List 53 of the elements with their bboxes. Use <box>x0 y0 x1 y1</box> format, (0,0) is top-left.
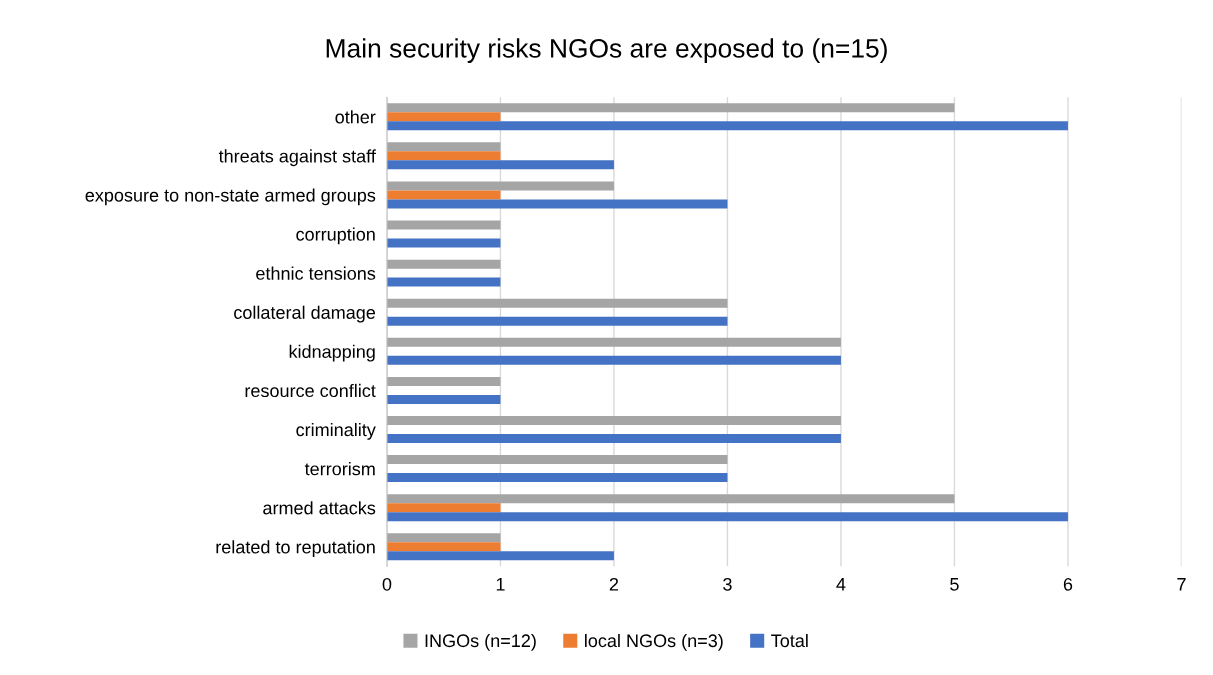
y-tick-label: resource conflict <box>245 383 376 398</box>
bar <box>386 503 501 513</box>
bar <box>386 355 841 365</box>
bar <box>386 316 728 326</box>
y-tick-label: corruption <box>296 227 375 245</box>
x-tick-label: 6 <box>1063 577 1073 591</box>
y-tick-label: kidnapping <box>289 344 375 362</box>
bar <box>386 455 728 465</box>
bar <box>386 277 501 287</box>
bar <box>386 394 501 404</box>
bar <box>386 473 728 483</box>
y-tick-label: other <box>335 110 376 124</box>
bar <box>386 337 841 347</box>
bar <box>386 542 501 552</box>
bar <box>386 151 501 161</box>
y-tick-label: related to reputation <box>216 540 375 558</box>
bar <box>386 181 614 191</box>
bar <box>386 494 955 504</box>
bar <box>386 376 501 386</box>
bar <box>386 512 1068 522</box>
y-tick-label: armed attacks <box>263 501 376 515</box>
y-tick-label: collateral damage <box>234 305 376 323</box>
bar <box>386 416 841 425</box>
x-tick-label: 7 <box>1177 578 1186 591</box>
bar <box>386 533 501 543</box>
bar <box>386 259 501 269</box>
x-tick-label: 4 <box>836 578 846 591</box>
bar <box>386 551 614 561</box>
bar <box>386 433 841 443</box>
y-tick-label: exposure to non-state armed groups <box>85 188 376 206</box>
bar <box>386 142 501 152</box>
bar <box>386 238 501 248</box>
legend-label: local NGOs (n=3) <box>585 633 723 651</box>
y-tick-label: threats against staff <box>218 149 376 167</box>
legend-label: INGOs (n=12) <box>425 633 536 651</box>
bar <box>386 160 614 170</box>
bar <box>386 112 501 122</box>
y-tick-label: terrorism <box>304 462 375 476</box>
bar <box>386 199 728 209</box>
chart-title: Main security risks NGOs are exposed to (n=15) <box>326 38 887 63</box>
x-tick-label: 1 <box>496 578 505 591</box>
legend-label: Total <box>771 633 808 648</box>
x-tick-label: 3 <box>723 577 732 591</box>
x-tick-label: 2 <box>609 577 619 591</box>
bar <box>386 103 955 113</box>
bar <box>386 190 501 200</box>
bar <box>386 298 728 308</box>
bar <box>386 220 501 230</box>
bar <box>386 121 1068 131</box>
y-tick-label: ethnic tensions <box>256 266 376 280</box>
y-tick-label: criminality <box>296 422 376 440</box>
x-tick-label: 5 <box>950 578 959 591</box>
x-tick-label: 0 <box>382 577 392 591</box>
